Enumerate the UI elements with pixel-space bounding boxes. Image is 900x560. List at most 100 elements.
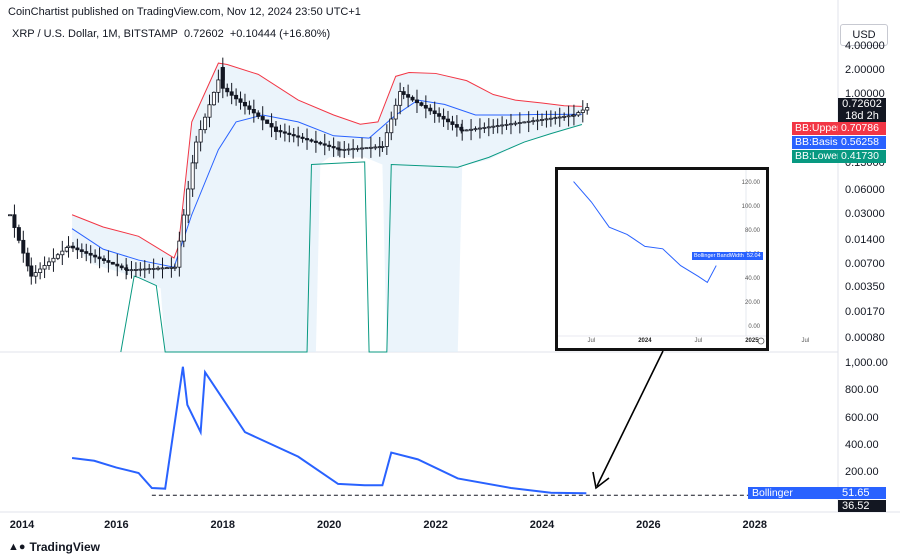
candle-body	[495, 125, 500, 127]
candle	[115, 253, 120, 277]
candle-body	[419, 102, 424, 106]
candle-body	[464, 129, 469, 132]
candle-body	[51, 257, 56, 263]
candle	[296, 126, 301, 147]
candle-body	[181, 214, 186, 242]
tradingview-brand[interactable]: ▲● TradingView	[8, 540, 100, 554]
candle-body	[88, 252, 93, 256]
candle-body	[398, 91, 403, 106]
candle-body	[393, 104, 398, 120]
candle	[242, 93, 247, 115]
candle	[318, 140, 323, 146]
candle	[513, 120, 518, 127]
candle-body	[373, 146, 378, 149]
candle	[260, 106, 265, 131]
candle-body	[60, 250, 65, 256]
inset-bandwidth-tag: Bollinger BandWidth 52.04	[692, 252, 763, 260]
publisher-line: CoinChartist published on TradingView.co…	[8, 6, 361, 18]
candle	[269, 113, 274, 138]
candle	[441, 108, 446, 127]
time-tick-label: 2028	[742, 519, 768, 531]
price-tick-label: 2.00000	[845, 63, 885, 76]
candle	[432, 101, 437, 123]
candle-body	[172, 266, 177, 269]
candle-body	[66, 245, 71, 248]
candle	[393, 98, 398, 126]
candle	[401, 87, 406, 100]
inset-y-tick-label: 80.00	[744, 228, 760, 234]
candle-body	[548, 117, 553, 120]
candle	[287, 125, 292, 143]
candle	[368, 137, 373, 158]
candle-body	[469, 128, 474, 131]
candle	[517, 112, 522, 134]
candle	[437, 107, 442, 123]
candle-body	[300, 136, 305, 139]
candle-body	[142, 268, 147, 271]
candle-body	[7, 214, 12, 217]
candle	[291, 128, 296, 143]
candle-body	[220, 67, 225, 89]
candle-body	[42, 265, 47, 270]
symbol-legend: XRP / U.S. Dollar, 1M, BITSTAMP 0.72602 …	[12, 28, 330, 40]
candle	[469, 119, 474, 141]
candle-body	[342, 148, 347, 151]
candle-body	[291, 134, 296, 137]
candle	[225, 83, 230, 97]
countdown-tag: 18d 2h	[838, 110, 886, 122]
candle	[322, 133, 327, 156]
candle	[364, 147, 369, 150]
candle	[580, 100, 585, 123]
price-tick-label: 0.00700	[845, 257, 885, 270]
candle	[380, 141, 385, 152]
price-tick-label: 4.00000	[845, 40, 885, 52]
candle	[526, 111, 531, 133]
candle	[406, 84, 411, 108]
candle	[234, 88, 239, 106]
inset-y-tick-label: 120.00	[741, 180, 760, 186]
candle-body	[79, 249, 84, 252]
candle-body	[110, 261, 115, 265]
candle-body	[269, 123, 274, 128]
candle	[273, 120, 278, 141]
candle-body	[346, 148, 351, 151]
candle-body	[147, 268, 152, 271]
candle	[164, 266, 169, 270]
candle	[423, 95, 428, 119]
bandwidth-tick-label: 400.00	[845, 438, 879, 451]
bandwidth-value-tag: 51.65	[838, 487, 886, 499]
candle	[342, 140, 347, 159]
candle	[398, 82, 403, 115]
candle	[119, 263, 124, 271]
candle-body	[33, 272, 38, 277]
candle	[12, 204, 17, 238]
candle-body	[186, 188, 191, 216]
candle	[508, 113, 513, 135]
candle-body	[119, 265, 124, 269]
brand-name: TradingView	[29, 540, 100, 554]
candle-body	[296, 135, 301, 138]
bandwidth-tick-label: 600.00	[845, 411, 879, 424]
inset-tag-label: Bollinger BandWidth	[694, 253, 744, 259]
candle	[25, 247, 30, 272]
time-tick-label: 2014	[9, 519, 35, 531]
candle-body	[410, 96, 415, 101]
candle	[450, 115, 455, 131]
candle	[553, 111, 558, 125]
candle	[156, 265, 161, 271]
candle-body	[460, 129, 465, 132]
candle-body	[55, 254, 60, 259]
candle-body	[234, 94, 239, 100]
bb-tag-value: 0.56258	[838, 136, 886, 149]
price-tick-label: 0.06000	[845, 183, 885, 196]
tradingview-logo-icon: ▲●	[8, 541, 26, 553]
inset-x-tick-label: Jul	[801, 338, 810, 344]
candle-body	[198, 129, 203, 143]
inset-x-tick-label: Jul	[587, 338, 596, 344]
candle-body	[12, 214, 17, 228]
candle-body	[322, 143, 327, 146]
candle-body	[160, 267, 165, 270]
currency-button[interactable]: USD	[840, 24, 888, 46]
